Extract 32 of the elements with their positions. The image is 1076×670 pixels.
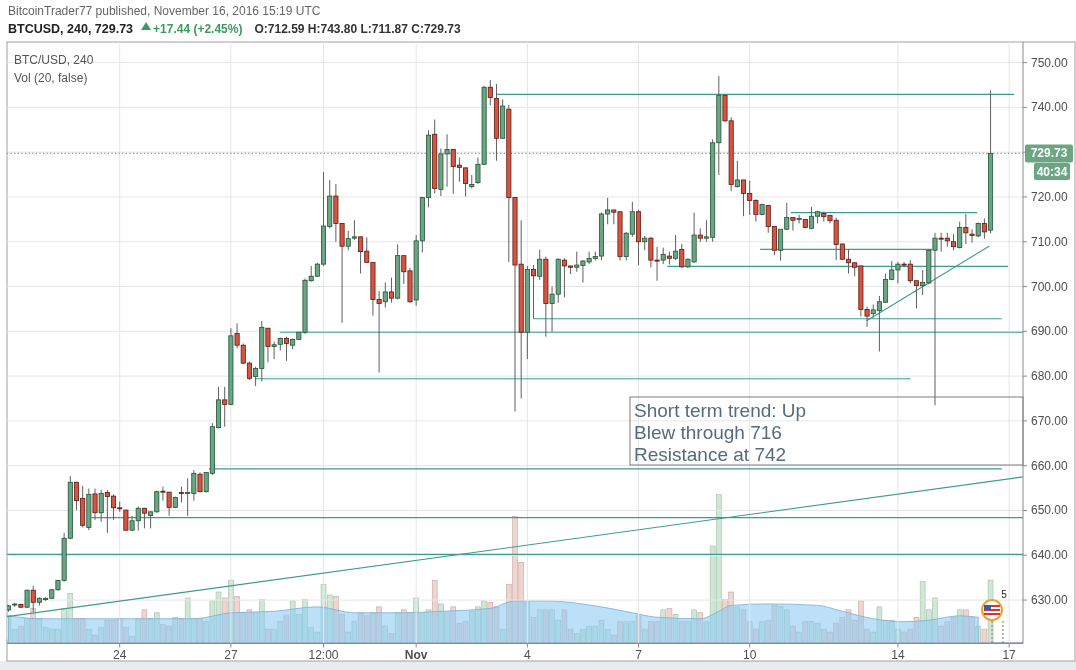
annotation: 5 xyxy=(1001,589,1008,600)
y-tick-label: 740.00 xyxy=(1031,100,1069,115)
y-tick-label: 680.00 xyxy=(1031,369,1069,384)
x-tick-label: 12:00 xyxy=(308,647,339,662)
annotation: Resistance at 742 xyxy=(634,444,787,465)
text: +17.44 (+2.45%) xyxy=(153,22,243,36)
chart-title: BTCUSD, 240, 729.73 xyxy=(8,22,134,36)
y-tick-label: 690.00 xyxy=(1031,324,1069,339)
y-tick-label: 660.00 xyxy=(1031,458,1069,473)
y-tick-label: 640.00 xyxy=(1031,548,1069,563)
x-tick-label: 27 xyxy=(224,647,238,662)
y-tick-label: 720.00 xyxy=(1031,189,1069,204)
annotation: Vol (20, false) xyxy=(14,71,88,85)
annotation: Blew through 716 xyxy=(634,422,782,443)
text: O:712.59 H:743.80 L:711.87 C:729.73 xyxy=(254,22,461,36)
y-tick-label: 700.00 xyxy=(1031,279,1069,294)
annotation: Short term trend: Up xyxy=(634,400,807,421)
y-tick-label: 650.00 xyxy=(1031,503,1069,518)
x-tick-label: Nov xyxy=(404,647,428,662)
y-tick-label: 670.00 xyxy=(1031,413,1069,428)
y-tick-label: 630.00 xyxy=(1031,593,1069,608)
x-tick-label: 14 xyxy=(891,647,905,662)
x-tick-label: 7 xyxy=(635,647,643,662)
x-tick-label: 4 xyxy=(524,647,532,662)
x-tick-label: 24 xyxy=(113,647,127,662)
ref-line-label: 729.73 xyxy=(1030,146,1068,161)
text: BitcoinTrader77 published, November 16, 2016 15:19 UTC xyxy=(8,4,321,18)
y-tick-label: 710.00 xyxy=(1031,234,1069,249)
y-tick-label: 750.00 xyxy=(1031,55,1069,70)
x-tick-label: 10 xyxy=(743,647,757,662)
x-tick-label: 17 xyxy=(1002,647,1017,662)
annotation: BTC/USD, 240 xyxy=(14,53,94,67)
